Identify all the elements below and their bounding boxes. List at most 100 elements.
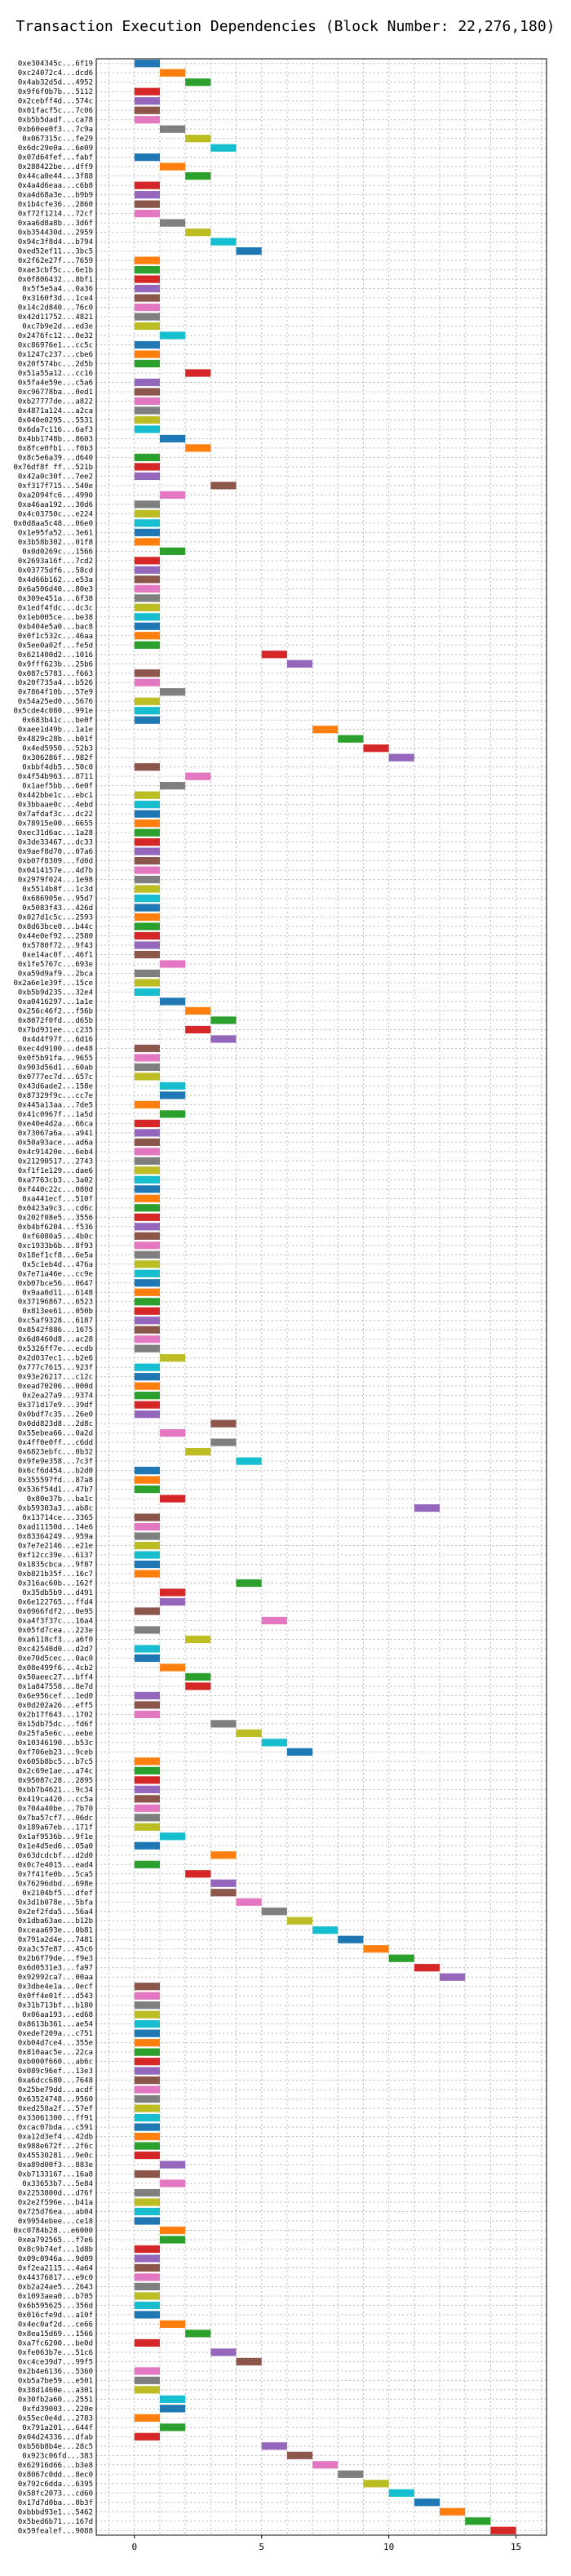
transaction-bar <box>134 1795 160 1803</box>
y-tick-label: 0x2a6e1e39f...15ce <box>13 979 93 988</box>
y-tick-label: 0x4a4d6eaa...c6b8 <box>18 182 93 190</box>
transaction-bar <box>134 2254 160 2263</box>
y-tick-label: 0xed52ef11...3bc5 <box>18 248 93 256</box>
transaction-bar <box>134 1485 160 1494</box>
transaction-bar <box>159 1354 186 1362</box>
transaction-bar <box>134 2048 160 2056</box>
transaction-bar <box>159 162 186 171</box>
transaction-bar <box>134 2217 160 2225</box>
y-tick-label: 0x80e37b...ba1c <box>27 1495 93 1503</box>
transaction-bar <box>338 1935 364 1943</box>
y-tick-labels: 0xe304345c...6f190xc24072c4...dcd60x4ab3… <box>13 60 93 2536</box>
y-tick-label: 0xc42540d0...d2d7 <box>18 1646 93 1654</box>
y-tick-label: 0x9f6f0b7b...5112 <box>18 88 93 96</box>
transaction-bar <box>134 1823 160 1831</box>
y-tick-label: 0xc86976e1...cc5c <box>18 342 93 350</box>
x-tick-labels: 0 5 10 15 <box>131 2535 521 2552</box>
transaction-bar <box>134 116 160 124</box>
y-tick-label: 0x1aef5bb...6e0f <box>22 783 93 791</box>
transaction-bar <box>134 2076 160 2085</box>
transaction-bar <box>465 2517 491 2525</box>
transaction-bar <box>236 246 262 255</box>
y-tick-label: 0x1247c237...cbe6 <box>18 351 93 359</box>
transaction-bar <box>134 350 160 358</box>
y-tick-label: 0x813ee61...050b <box>22 1308 93 1316</box>
transaction-bar <box>134 1607 160 1615</box>
y-tick-label: 0x43d6ade2...158e <box>18 1082 93 1090</box>
y-tick-label: 0x8ea15d69...1566 <box>18 2330 93 2338</box>
y-tick-label: 0x2ea27a9...9374 <box>22 1392 93 1401</box>
plot-frame <box>95 58 547 2536</box>
transaction-bar <box>134 857 160 865</box>
y-tick-label: 0xc4ce39d7...99f5 <box>18 2358 93 2366</box>
transaction-bar <box>134 2263 160 2272</box>
transaction-bar <box>134 2142 160 2150</box>
y-tick-label: 0x1b4cfe36...2860 <box>18 201 93 209</box>
y-tick-label: 0xf317f715...540e <box>18 482 93 491</box>
y-tick-label: 0x3d1b078e...5bfa <box>18 1899 93 1907</box>
y-tick-label: 0x903d56d1...60ab <box>18 1064 93 1072</box>
y-tick-label: 0xb59303a3...ab8c <box>18 1505 93 1513</box>
transaction-bar <box>134 1776 160 1784</box>
y-tick-label: 0xf440c22c...080d <box>18 1186 93 1194</box>
transaction-bar <box>286 2451 313 2459</box>
chart-title: Transaction Execution Dependencies (Bloc… <box>15 18 555 35</box>
transaction-bar <box>490 2526 516 2534</box>
y-tick-label: 0x0777ec7d...657c <box>18 1073 93 1081</box>
transaction-bar <box>134 2367 160 2375</box>
y-tick-label: 0xa89d00f3...883e <box>18 2161 93 2170</box>
transaction-bar <box>134 1307 160 1315</box>
transaction-bar <box>363 2480 389 2488</box>
y-tick-label: 0xc7b9e2d...ed3e <box>22 323 93 331</box>
x-tick-label: 0 <box>131 2542 137 2552</box>
y-tick-label: 0x2c69e1ae...a74c <box>18 1767 93 1775</box>
y-tick-label: 0xe304345c...6f19 <box>18 60 93 69</box>
y-tick-label: 0x6da7c116...6af3 <box>18 426 93 434</box>
y-tick-label: 0x4bb1748b...8603 <box>18 435 93 443</box>
transaction-bar <box>210 2348 237 2356</box>
y-tick-label: 0x09c0946a...9d09 <box>18 2255 93 2263</box>
transaction-bar <box>134 2188 160 2197</box>
y-tick-label: 0x2ef2fda5...56a4 <box>18 1908 93 1916</box>
transaction-bar <box>414 2498 440 2507</box>
y-tick-label: 0x725d76ea...ab04 <box>18 2209 93 2217</box>
transaction-bar <box>159 1588 186 1597</box>
y-tick-label: 0x2693a16f...7cd2 <box>18 557 93 566</box>
y-tick-label: 0x92992ca7...00aa <box>18 1974 93 1982</box>
y-tick-label: 0x2e2f596e...b41a <box>18 2199 93 2207</box>
y-tick-label: 0xa3c57e87...45c6 <box>18 1946 93 1954</box>
transaction-bar <box>134 594 160 602</box>
y-tick-label: 0xf706eb23...9ceb <box>18 1748 93 1757</box>
y-tick-label: 0xaa6d8a8b...3d6f <box>18 220 93 228</box>
y-tick-label: 0x7864f10b...57e9 <box>18 689 93 697</box>
transaction-bar <box>134 2104 160 2112</box>
y-tick-label: 0x419ca420...cc5a <box>18 1796 93 1804</box>
y-tick-label: 0xc1933b6b...8f93 <box>18 1242 93 1250</box>
y-tick-label: 0x6d8460d8...ac28 <box>18 1336 93 1344</box>
y-tick-label: 0x0d202a26...eff5 <box>18 1702 93 1710</box>
y-tick-label: 0x1e95fa52...3e61 <box>18 529 93 537</box>
y-tick-label: 0xceaa693e...0b81 <box>18 1927 93 1935</box>
transaction-bar <box>134 557 160 565</box>
transaction-bar <box>159 960 186 968</box>
transaction-bar <box>134 1250 160 1259</box>
transaction-bar <box>159 2405 186 2413</box>
transaction-bar <box>134 1335 160 1344</box>
y-tick-label: 0xae3cbf5c...6e1b <box>18 267 93 275</box>
transaction-bar <box>185 2330 211 2338</box>
transaction-bar <box>159 2320 186 2329</box>
y-tick-label: 0x1e4d5ed6...05a0 <box>18 1842 93 1850</box>
y-tick-label: 0x5ee0a02f...fe5d <box>18 642 93 650</box>
y-tick-label: 0x4d66b162...e53a <box>18 576 93 584</box>
y-tick-label: 0x0d8aa5c48...06e0 <box>13 520 93 528</box>
y-tick-label: 0x1fe5767c...693e <box>18 961 93 969</box>
y-tick-label: 0x7e7e2146...e21e <box>18 1543 93 1551</box>
y-tick-label: 0x03775df6...58cd <box>18 566 93 575</box>
transaction-bar <box>210 1851 237 1859</box>
y-tick-label: 0x5514b8f...1c3d <box>22 886 93 894</box>
y-tick-label: 0xbbbd93e1...5462 <box>18 2508 93 2516</box>
transaction-bar <box>134 1860 160 1868</box>
transaction-bar <box>134 1157 160 1165</box>
transaction-bar <box>159 1597 186 1606</box>
y-tick-label: 0xb27777de...a822 <box>18 398 93 406</box>
